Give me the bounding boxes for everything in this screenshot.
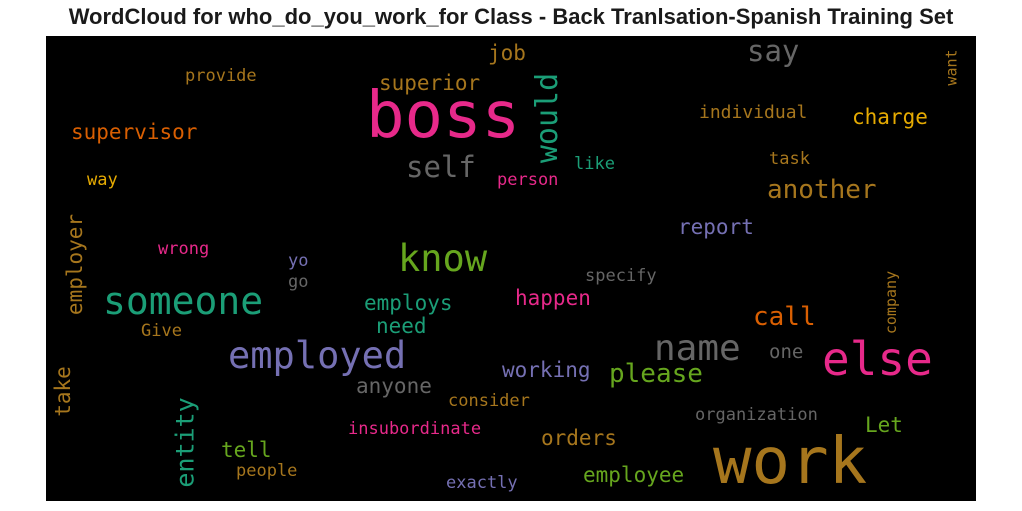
word-supervisor: supervisor — [71, 120, 198, 144]
word-company: company — [882, 270, 901, 335]
word-know: know — [398, 237, 488, 280]
word-provide: provide — [185, 66, 257, 86]
word-way: way — [87, 170, 118, 190]
word-take: take — [50, 366, 75, 417]
word-cloud: boss work else employed someone know nam… — [46, 36, 976, 501]
word-employed: employed — [228, 334, 407, 377]
word-self: self — [406, 150, 476, 184]
word-else: else — [822, 332, 933, 386]
word-boss: boss — [366, 79, 521, 153]
word-consider: consider — [448, 391, 530, 411]
word-say: say — [747, 36, 800, 68]
word-exactly: exactly — [446, 473, 518, 493]
word-call: call — [753, 302, 816, 332]
word-let: Let — [865, 413, 903, 437]
word-anyone: anyone — [356, 374, 432, 398]
word-someone: someone — [103, 279, 264, 323]
word-would: would — [530, 72, 566, 164]
word-report: report — [678, 215, 754, 239]
word-charge: charge — [852, 105, 928, 129]
word-orders: orders — [541, 426, 617, 450]
word-employer: employer — [63, 213, 88, 316]
chart-title: WordCloud for who_do_you_work_for Class … — [68, 4, 954, 29]
word-people: people — [236, 461, 298, 481]
word-work: work — [713, 425, 868, 499]
word-working: working — [502, 358, 591, 382]
word-individual: individual — [699, 102, 808, 123]
word-employs: employs — [364, 291, 453, 315]
word-person: person — [497, 170, 559, 190]
word-like: like — [574, 154, 615, 174]
word-give: Give — [141, 321, 182, 341]
word-superior: superior — [379, 71, 481, 95]
word-specify: specify — [585, 266, 657, 286]
word-tell: tell — [221, 438, 272, 462]
word-organization: organization — [695, 405, 818, 425]
word-yo: yo — [288, 251, 309, 271]
word-another: another — [767, 175, 877, 205]
word-job: job — [488, 41, 526, 65]
word-employee: employee — [583, 463, 685, 487]
word-happen: happen — [515, 286, 591, 310]
word-task: task — [769, 149, 810, 169]
word-wrong: wrong — [158, 239, 210, 259]
word-one: one — [769, 341, 804, 363]
word-please: please — [609, 359, 703, 389]
word-insubordinate: insubordinate — [348, 419, 482, 439]
word-need: need — [376, 314, 427, 338]
word-name: name — [654, 328, 741, 369]
word-go: go — [288, 272, 309, 292]
word-want: want — [942, 49, 961, 86]
word-entity: entity — [170, 397, 200, 488]
